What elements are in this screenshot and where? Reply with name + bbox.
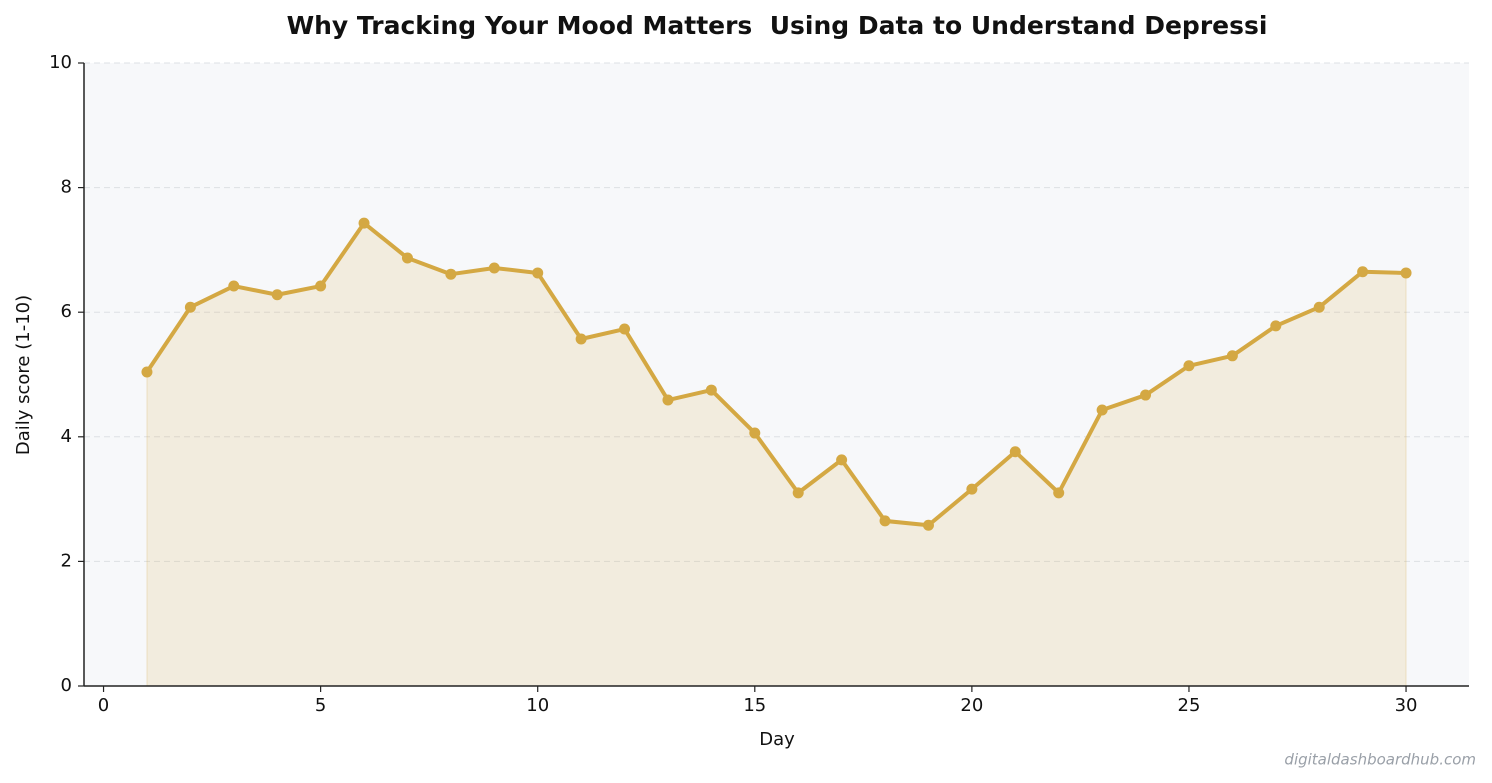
point [1096,404,1108,416]
y-tick-label: 10 [49,52,72,73]
point [792,487,804,499]
point [705,384,717,396]
point [575,333,587,345]
x-axis-label: Day [759,729,795,750]
x-tick-label: 10 [526,695,549,716]
y-tick-label: 2 [61,550,72,571]
y-tick-label: 0 [61,675,72,696]
point [836,454,848,466]
chart-title: Why Tracking Your Mood Matters Using Dat… [287,11,1268,40]
point [228,280,240,292]
y-axis-label: Daily score (1-10) [13,295,34,455]
point [141,366,153,378]
point [619,323,631,335]
point [1357,266,1369,278]
point [488,262,500,274]
y-tick-label: 8 [61,177,72,198]
point [922,519,934,531]
point [532,267,544,279]
point [879,515,891,527]
x-tick-label: 15 [743,695,766,716]
point [966,483,978,495]
point [184,301,196,313]
point [401,252,413,264]
plot-area [84,63,1469,686]
x-tick-label: 30 [1395,695,1418,716]
point [1270,320,1282,332]
point [1053,487,1065,499]
x-tick-label: 20 [960,695,983,716]
point [1183,360,1195,372]
point [1226,350,1238,362]
watermark: digitaldashboardhub.com [1284,751,1476,769]
point [1140,389,1152,401]
point [749,427,761,439]
point [358,217,370,229]
y-tick-label: 6 [61,301,72,322]
x-tick-label: 5 [315,695,326,716]
point [662,394,674,406]
point [315,280,327,292]
point [1400,267,1412,279]
y-tick-label: 4 [61,426,72,447]
line [145,221,1407,528]
x-tick-label: 25 [1178,695,1201,716]
point [271,289,283,301]
x-tick-label: 0 [98,695,109,716]
point [445,268,457,280]
point [1313,301,1325,313]
point [1009,446,1021,458]
